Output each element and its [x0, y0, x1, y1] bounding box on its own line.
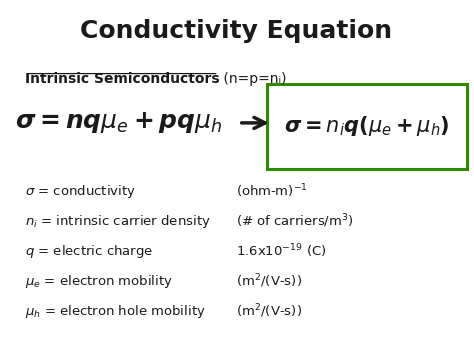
Text: $\sigma$ = conductivity: $\sigma$ = conductivity: [25, 183, 136, 200]
Text: Intrinsic Semiconductors: Intrinsic Semiconductors: [25, 72, 219, 86]
FancyBboxPatch shape: [267, 84, 467, 169]
Text: (# of carriers/m$^3$): (# of carriers/m$^3$): [237, 213, 354, 230]
Text: (m$^2$/(V-s)): (m$^2$/(V-s)): [237, 273, 302, 290]
Text: $n_i$ = intrinsic carrier density: $n_i$ = intrinsic carrier density: [25, 213, 210, 230]
Text: (m$^2$/(V-s)): (m$^2$/(V-s)): [237, 302, 302, 320]
Text: $\mu_h$ = electron hole mobility: $\mu_h$ = electron hole mobility: [25, 303, 206, 320]
Text: Conductivity Equation: Conductivity Equation: [81, 19, 392, 43]
Text: (ohm-m)$^{-1}$: (ohm-m)$^{-1}$: [237, 183, 308, 200]
Text: $q$ = electric charge: $q$ = electric charge: [25, 243, 153, 260]
Text: (n=p=nᵢ): (n=p=nᵢ): [219, 72, 286, 86]
Text: $\boldsymbol{\sigma = nq\mu_e + pq\mu_h}$: $\boldsymbol{\sigma = nq\mu_e + pq\mu_h}…: [16, 110, 223, 135]
Text: 1.6x10$^{-19}$ (C): 1.6x10$^{-19}$ (C): [237, 243, 327, 260]
Text: $\mu_e$ = electron mobility: $\mu_e$ = electron mobility: [25, 273, 173, 290]
Text: $\boldsymbol{\sigma = n_i q(\mu_e + \mu_h)}$: $\boldsymbol{\sigma = n_i q(\mu_e + \mu_…: [284, 114, 450, 138]
